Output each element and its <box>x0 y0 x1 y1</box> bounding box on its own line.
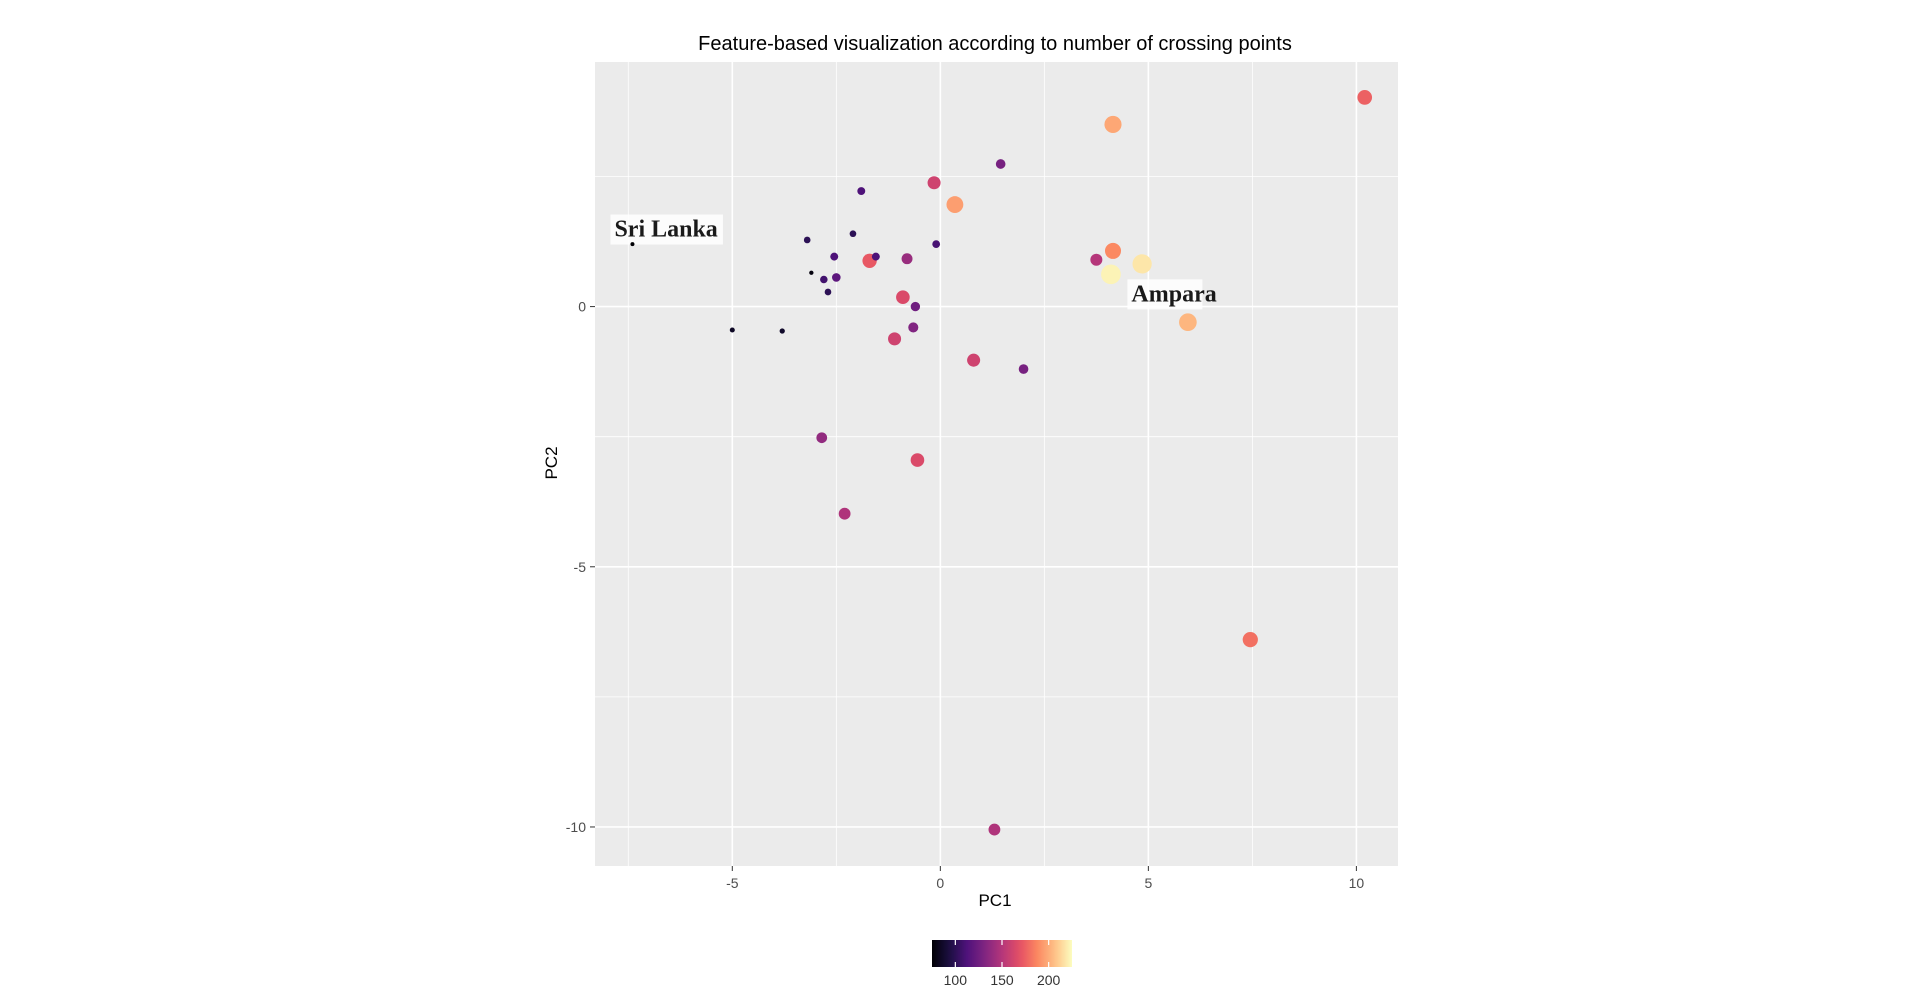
data-point <box>896 290 910 305</box>
data-point <box>803 236 811 244</box>
data-point <box>967 353 981 367</box>
y-tick-label: -10 <box>566 819 586 835</box>
data-point <box>901 253 913 265</box>
x-tick-label: 0 <box>936 875 944 891</box>
annotation-background <box>1127 279 1203 310</box>
data-point <box>630 242 635 247</box>
colorbar-label: 100 <box>944 972 968 988</box>
x-tick-label: 10 <box>1349 875 1365 891</box>
data-point <box>946 196 964 213</box>
data-point <box>927 176 941 190</box>
data-point <box>888 332 902 346</box>
data-point <box>910 453 925 467</box>
color-legend: 100 150 200 <box>932 940 1072 988</box>
data-point <box>830 252 839 261</box>
x-tick-label: -5 <box>726 875 739 891</box>
panel-background <box>595 62 1398 866</box>
data-point <box>1242 632 1258 648</box>
data-point <box>908 322 919 333</box>
data-point <box>910 301 921 312</box>
data-point <box>1090 253 1103 266</box>
data-point <box>1104 242 1122 259</box>
data-point <box>820 275 828 284</box>
data-point <box>995 159 1006 169</box>
y-tick-label: -5 <box>574 559 587 575</box>
data-point <box>849 230 857 238</box>
data-point <box>1101 264 1121 285</box>
data-points <box>630 90 1373 836</box>
colorbar-label: 150 <box>990 972 1014 988</box>
data-point <box>816 432 828 444</box>
annotation-label: Sri Lanka <box>614 217 717 243</box>
data-point <box>729 327 735 333</box>
y-tick-label: 0 <box>578 299 586 315</box>
chart-title: Feature-based visualization according to… <box>698 33 1292 55</box>
data-point <box>932 240 941 249</box>
data-point <box>1104 115 1122 134</box>
data-point <box>988 823 1001 836</box>
annotation-label: Ampara <box>1131 281 1216 307</box>
data-point <box>1179 313 1197 332</box>
data-point <box>832 273 841 282</box>
axes: -5 0 5 10 0 -5 -10 <box>566 299 1365 891</box>
colorbar-label: 200 <box>1037 972 1061 988</box>
annotations: Sri Lanka Ampara <box>610 214 1217 310</box>
data-point <box>779 328 785 334</box>
plot-panel <box>595 62 1398 866</box>
data-point <box>809 270 814 275</box>
annotation-background <box>610 214 723 245</box>
x-tick-label: 5 <box>1144 875 1152 891</box>
data-point <box>871 252 880 261</box>
data-point <box>824 288 832 296</box>
data-point <box>1357 90 1373 105</box>
x-axis-label: PC1 <box>978 891 1011 910</box>
data-point <box>838 507 851 520</box>
data-point <box>1132 254 1152 274</box>
data-point <box>1018 364 1029 374</box>
y-axis-label: PC2 <box>542 446 561 479</box>
data-point <box>857 187 866 196</box>
